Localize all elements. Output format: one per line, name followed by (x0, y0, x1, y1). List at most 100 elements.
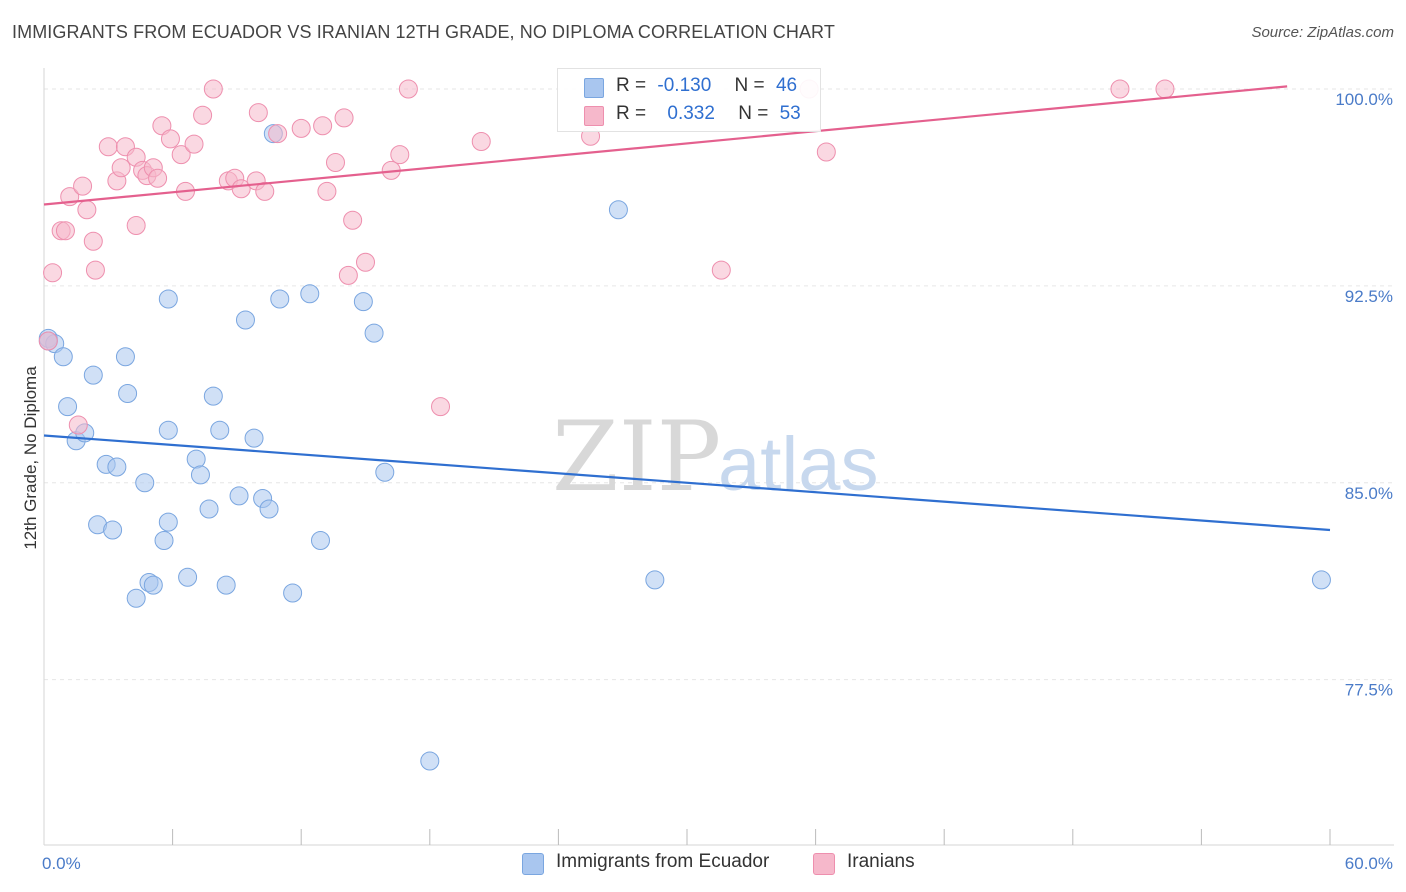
data-point (608, 200, 628, 220)
data-point (83, 365, 103, 385)
data-point (103, 520, 123, 540)
data-point (186, 449, 206, 469)
r-value-ecuador: -0.130 (657, 75, 712, 96)
data-point (1155, 79, 1175, 99)
data-point (83, 231, 103, 251)
trend-lines (43, 85, 1331, 532)
data-point (126, 588, 146, 608)
data-point (268, 124, 288, 144)
r-value-iranians: 0.332 (667, 103, 715, 124)
data-point (43, 263, 63, 283)
n-value-iranians: 53 (779, 103, 801, 124)
data-point (334, 108, 354, 128)
n-label: N = (738, 103, 769, 124)
data-point (259, 499, 279, 519)
y-tick-label: 100.0% (1335, 90, 1393, 109)
data-point (283, 583, 303, 603)
data-point (210, 420, 230, 440)
data-point (711, 260, 731, 280)
data-point (375, 462, 395, 482)
data-point (325, 153, 345, 172)
data-point (244, 428, 264, 448)
data-point (98, 137, 118, 157)
data-point (317, 181, 337, 201)
data-point (291, 118, 311, 138)
y-axis-label: 12th Grade, No Diploma (21, 366, 40, 550)
data-point (270, 289, 290, 309)
x-tick-label: 0.0% (42, 854, 81, 873)
trend-line-ecuador (43, 434, 1331, 532)
data-point (85, 260, 105, 280)
data-point (216, 575, 236, 595)
y-tick-labels: 100.0% 92.5% 85.0% 77.5% (1335, 90, 1393, 700)
data-point (53, 347, 73, 367)
data-point (235, 310, 255, 330)
legend-swatch-iranians (584, 106, 604, 126)
data-point (364, 323, 384, 343)
n-value-ecuador: 46 (775, 75, 798, 96)
data-point (58, 397, 78, 417)
data-point (135, 473, 155, 493)
data-point (645, 570, 665, 590)
data-point (338, 265, 358, 285)
data-point (154, 531, 174, 550)
data-point (310, 531, 330, 550)
data-point (471, 132, 491, 151)
data-point (390, 145, 410, 165)
source-label: Source: ZipAtlas.com (1251, 24, 1394, 41)
data-point (229, 486, 249, 506)
series-swatch-iranians (813, 853, 835, 875)
data-point (178, 567, 198, 587)
data-point (248, 103, 268, 123)
data-point (199, 499, 219, 519)
y-tick-label: 77.5% (1345, 681, 1393, 700)
chart-title: IMMIGRANTS FROM ECUADOR VS IRANIAN 12TH … (12, 22, 835, 42)
legend-swatch-ecuador (584, 78, 604, 98)
data-point (118, 384, 138, 403)
data-point (148, 168, 168, 188)
r-label: R = (616, 103, 647, 124)
data-point (816, 142, 836, 162)
data-point (343, 210, 363, 230)
series-label-iranians: Iranians (847, 851, 915, 872)
data-point (68, 415, 88, 435)
data-point (190, 465, 210, 485)
data-point (356, 252, 375, 272)
data-point (160, 129, 180, 149)
x-ticks (172, 829, 1331, 845)
data-point (107, 457, 127, 477)
data-point (203, 386, 223, 406)
data-point (184, 134, 204, 154)
data-point (158, 289, 178, 309)
data-point (171, 145, 191, 165)
data-point (143, 575, 163, 595)
data-point (431, 397, 451, 417)
data-point (38, 331, 58, 351)
correlation-legend: R = -0.130 N = 46 R = 0.332 N = 53 (557, 68, 821, 132)
legend-text-ecuador: R = -0.130 N = 46 (616, 75, 797, 97)
data-point (152, 116, 172, 136)
x-tick-labels: 0.0% 60.0% (42, 854, 1393, 873)
data-point (313, 116, 333, 136)
gridlines (44, 88, 1394, 681)
data-point (126, 216, 146, 235)
data-point (158, 512, 178, 532)
data-point (158, 420, 178, 440)
data-point (300, 284, 320, 304)
data-point (77, 200, 97, 220)
data-point (73, 176, 93, 196)
data-point (255, 181, 275, 201)
r-label: R = (616, 75, 647, 96)
x-tick-label: 60.0% (1345, 854, 1393, 873)
watermark-atlas: atlas (718, 422, 879, 507)
series-label-ecuador: Immigrants from Ecuador (556, 851, 770, 872)
trend-line-iranians (43, 85, 1288, 206)
data-point (398, 79, 418, 99)
data-points (38, 79, 1331, 771)
data-point (1110, 79, 1130, 99)
legend-text-iranians: R = 0.332 N = 53 (616, 103, 801, 125)
series-iranians-points (38, 79, 1175, 435)
data-point (203, 79, 223, 99)
data-point (420, 751, 440, 771)
